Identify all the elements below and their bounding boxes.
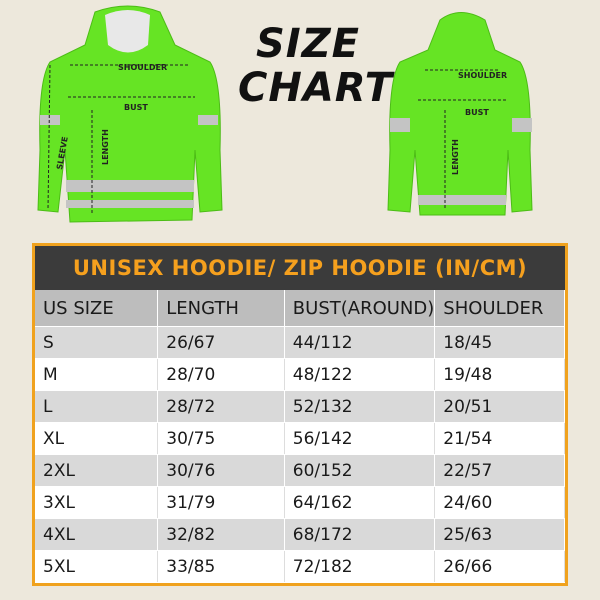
cell: 30/76 [157, 454, 285, 487]
cell: 64/162 [284, 486, 436, 519]
cell: 31/79 [157, 486, 285, 519]
label: BUST [124, 103, 148, 112]
back-hoodie: SHOULDER BUST LENGTH [387, 12, 533, 216]
cell: 26/66 [434, 550, 565, 583]
cell: 21/54 [434, 422, 565, 455]
cell: 28/70 [157, 358, 285, 391]
label: LENGTH [451, 139, 460, 175]
column-header: BUST(AROUND) [284, 290, 436, 327]
cell: 3XL [35, 486, 159, 519]
cell: S [35, 326, 159, 359]
cell: XL [35, 422, 159, 455]
title-line: CHART [238, 65, 394, 111]
cell: 2XL [35, 454, 159, 487]
row: 4XL 32/82 68/172 25/63 [35, 518, 565, 551]
row: 5XL 33/85 72/182 26/66 [35, 550, 565, 583]
row: 3XL 31/79 64/162 24/60 [35, 486, 565, 519]
cell: 56/142 [284, 422, 436, 455]
title: SIZE CHART [238, 21, 394, 111]
label: LENGTH [101, 129, 110, 165]
cell: 44/112 [284, 326, 436, 359]
cell: 26/67 [157, 326, 285, 359]
label: SHOULDER [118, 63, 167, 72]
row: L 28/72 52/132 20/51 [35, 390, 565, 423]
cell: 52/132 [284, 390, 436, 423]
cell: 48/122 [284, 358, 436, 391]
cell: L [35, 390, 159, 423]
column-header: US SIZE [35, 290, 159, 327]
cell: 32/82 [157, 518, 285, 551]
row: 2XL 30/76 60/152 22/57 [35, 454, 565, 487]
cell: 22/57 [434, 454, 565, 487]
hoodies: SHOULDER BUST SLEEVE LENGTH SHOULDER BUS… [37, 5, 533, 223]
cell: 24/60 [434, 486, 565, 519]
cell: 4XL [35, 518, 159, 551]
cell: 28/72 [157, 390, 285, 423]
label: BUST [465, 108, 489, 117]
cell: M [35, 358, 159, 391]
table-title: UNISEX HOODIE/ ZIP HOODIE (IN/CM) [35, 246, 565, 290]
column-header: SHOULDER [434, 290, 565, 327]
cell: 33/85 [157, 550, 285, 583]
cell: 19/48 [434, 358, 565, 391]
cell: 30/75 [157, 422, 285, 455]
label: SHOULDER [458, 71, 507, 80]
row: M 28/70 48/122 19/48 [35, 358, 565, 391]
cell: 72/182 [284, 550, 436, 583]
cell: 18/45 [434, 326, 565, 359]
cell: 20/51 [434, 390, 565, 423]
row: XL 30/75 56/142 21/54 [35, 422, 565, 455]
column-header: LENGTH [157, 290, 285, 327]
header-row: US SIZE LENGTH BUST(AROUND) SHOULDER [35, 290, 565, 327]
cell: 60/152 [284, 454, 436, 487]
table: US SIZE LENGTH BUST(AROUND) SHOULDER S 26/67 4… [35, 290, 565, 583]
size-table: UNISEX HOODIE/ ZIP HOODIE (IN/CM) US SIZ… [32, 243, 568, 586]
row: S 26/67 44/112 18/45 [35, 326, 565, 359]
title-line: SIZE [255, 21, 361, 67]
front-hoodie: SHOULDER BUST SLEEVE LENGTH [37, 5, 223, 223]
cell: 25/63 [434, 518, 565, 551]
cell: 5XL [35, 550, 159, 583]
cell: 68/172 [284, 518, 436, 551]
